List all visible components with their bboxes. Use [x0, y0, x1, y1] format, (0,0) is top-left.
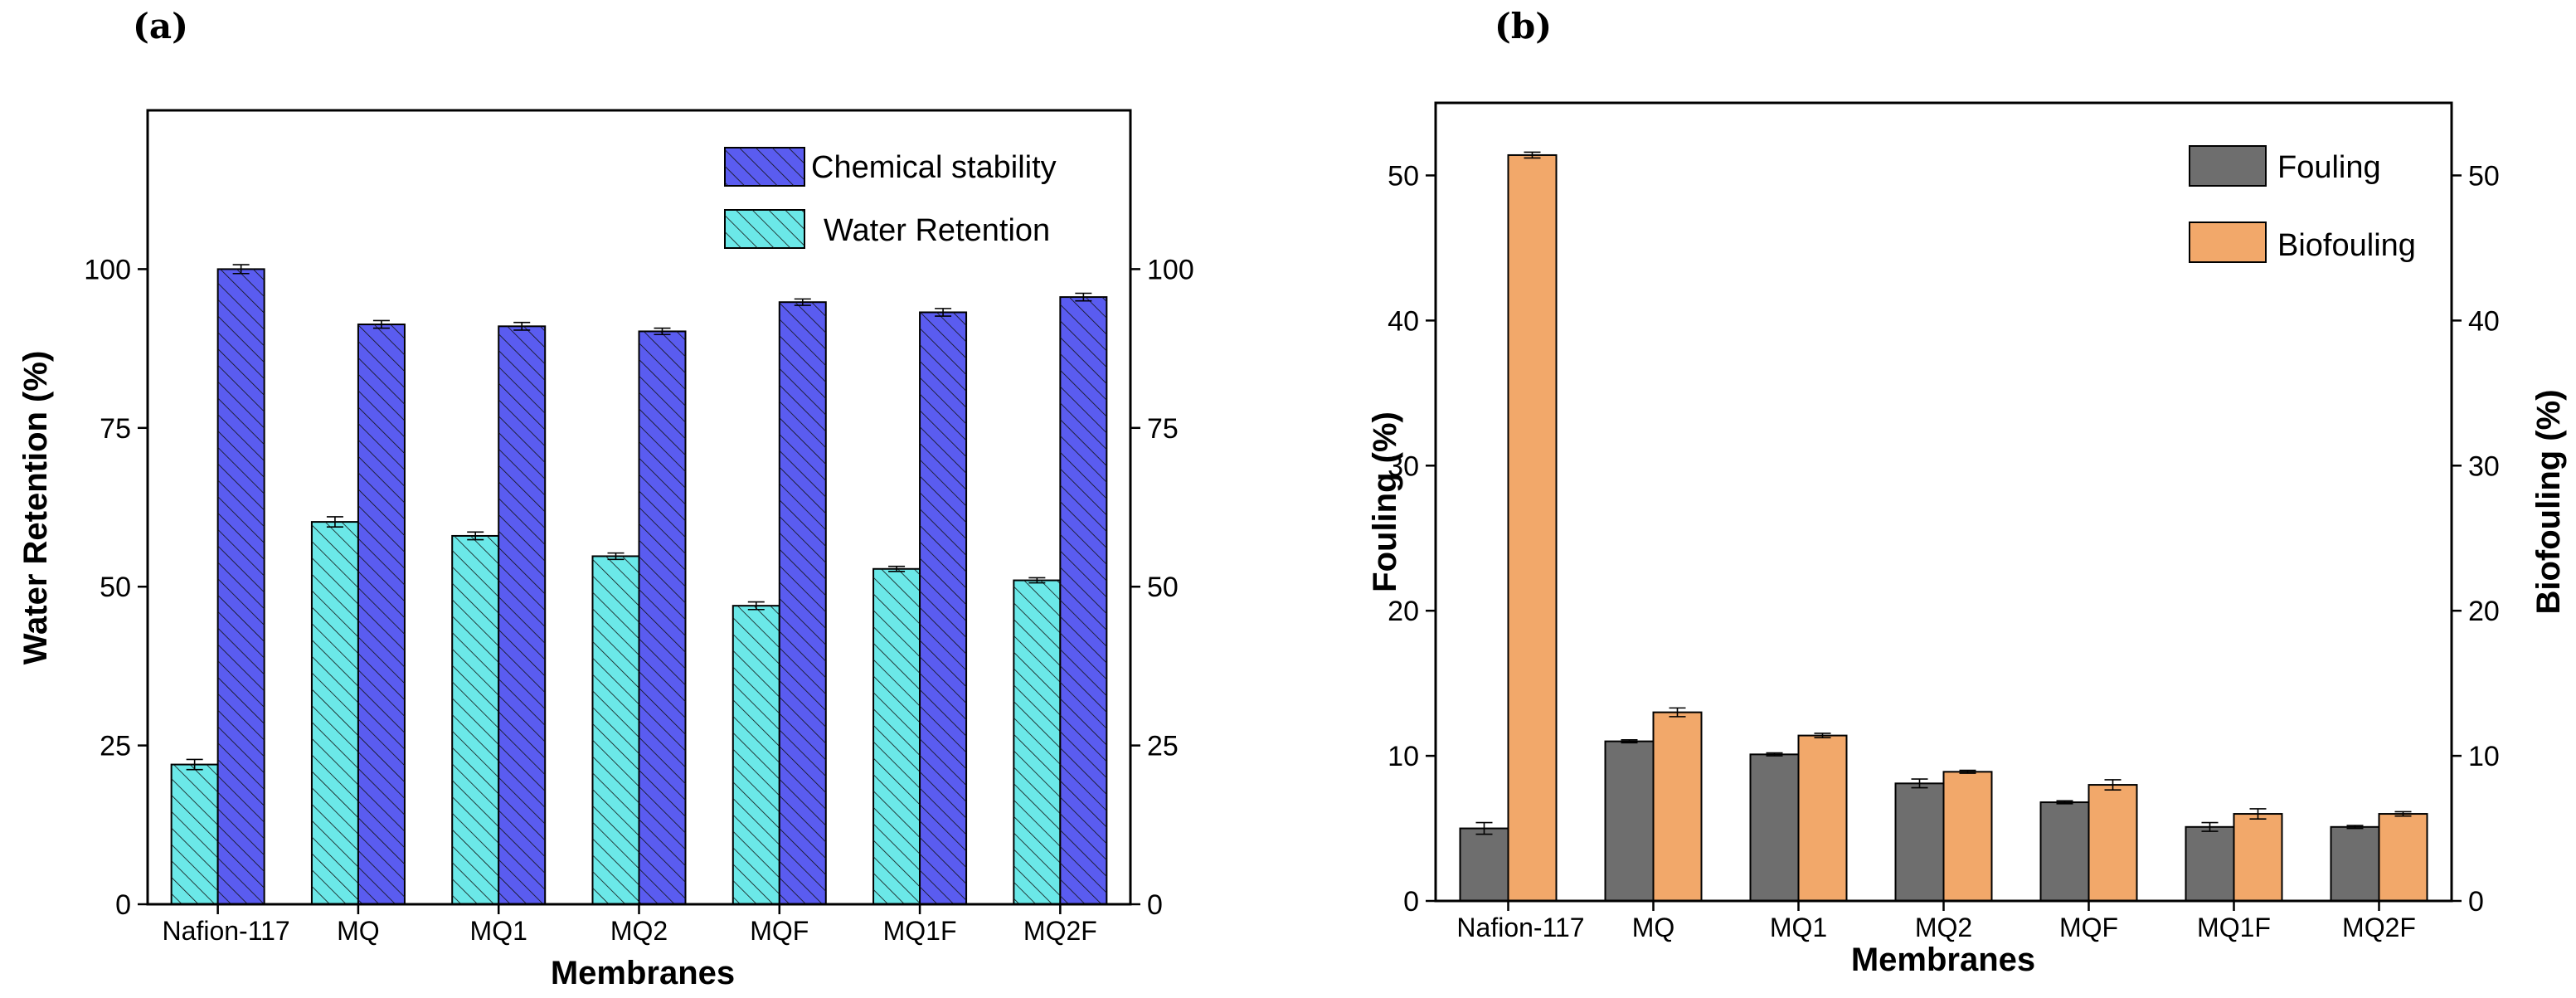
y-tick-label-50: 50	[1388, 160, 1419, 192]
water-retention-bar-mq2-hatch	[592, 556, 639, 904]
y2-tick-label-40: 40	[2468, 305, 2500, 337]
chemical-stability-bar-mq2-hatch	[639, 331, 686, 904]
legend-swatch-fouling	[2189, 145, 2267, 187]
y2-tick-label-0: 0	[2468, 886, 2484, 918]
y-tick-label-20: 20	[1388, 596, 1419, 627]
y2-tick-label-75: 75	[1147, 413, 1179, 445]
x-tick-label-mq2f: MQ2F	[1023, 916, 1097, 946]
legend-swatch-hatch	[725, 148, 804, 186]
panel-label-b: (b)	[1495, 6, 1552, 46]
biofouling-bar-mqf	[2088, 784, 2138, 903]
water-retention-bar-nafion-117-hatch	[171, 764, 218, 904]
y-tick-label-10: 10	[1388, 741, 1419, 772]
legend-swatch-hatch	[725, 210, 804, 248]
chart-a-legend: Chemical stability Water Retention	[724, 147, 1057, 249]
y-tick-label-0: 0	[1403, 886, 1419, 918]
x-tick-label-mqf: MQF	[2059, 913, 2118, 942]
legend-label-chemical-stability: Chemical stability	[811, 150, 1057, 185]
fouling-bar-mq1	[1749, 753, 1800, 902]
water-retention-bar-mq1-hatch	[452, 535, 499, 904]
biofouling-bar-nafion-117	[1507, 153, 1558, 902]
y2-tick-label-25: 25	[1147, 731, 1179, 762]
legend-label-fouling: Fouling	[2277, 150, 2381, 185]
chemical-stability-bar-mq1-hatch	[498, 326, 546, 905]
chart-a-axes: Nafion-117 MQ MQ1 MQ2 MQF MQ1F MQ2F 0 25 50 75 100 0…	[84, 254, 1193, 946]
water-retention-bar-mq1f-hatch	[873, 568, 921, 904]
chart-b-xlabel: Membranes	[1851, 942, 2035, 978]
chart-b-ylabel: Fouling (%)	[1367, 411, 1403, 592]
x-tick-label-mq1: MQ1	[470, 916, 527, 946]
y-tick-label-40: 40	[1388, 305, 1419, 337]
biofouling-bar-mq1f	[2233, 813, 2283, 903]
legend-label-water-retention: Water Retention	[824, 213, 1050, 248]
chart-a-xlabel: Membranes	[551, 955, 735, 991]
x-tick-label-mq2: MQ2	[1915, 913, 1972, 942]
y2-tick-label-100: 100	[1147, 254, 1194, 285]
y2-tick-label-50: 50	[1147, 572, 1179, 603]
y-tick-label-0: 0	[115, 889, 131, 921]
fouling-bar-mq	[1604, 740, 1655, 902]
biofouling-bar-mq2f	[2378, 813, 2428, 903]
chart-b-axes: Nafion-117 MQ MQ1 MQ2 MQF MQ1F MQ2F 0 10 20 30 40 50…	[1388, 160, 2500, 942]
water-retention-bar-mqf-hatch	[732, 606, 780, 904]
biofouling-bar-mq1	[1797, 734, 1848, 902]
chemical-stability-bar-mq1f-hatch	[920, 312, 967, 904]
chart-fouling-biofouling: Nafion-117 MQ MQ1 MQ2 MQF MQ1F MQ2F 0 10 20 30 40 50…	[1367, 101, 2567, 978]
chart-a-bars	[170, 264, 1108, 906]
y2-tick-label-50: 50	[2468, 160, 2500, 192]
x-tick-label-nafion-117: Nafion-117	[163, 916, 290, 946]
fouling-bar-mqf	[2039, 801, 2090, 903]
chemical-stability-bar-nafion-117-hatch	[217, 269, 265, 904]
water-retention-bar-mq2f-hatch	[1013, 580, 1061, 904]
chart-b-bars	[1459, 151, 2428, 903]
legend-label-biofouling: Biofouling	[2277, 228, 2416, 263]
y2-tick-label-0: 0	[1147, 889, 1163, 921]
x-tick-label-mq1f: MQ1F	[2197, 913, 2271, 942]
y-tick-label-100: 100	[84, 254, 131, 285]
fouling-bar-nafion-117	[1459, 827, 1509, 903]
chart-b-y2label: Biofouling (%)	[2530, 389, 2567, 614]
fouling-bar-mq1f	[2185, 825, 2235, 903]
water-retention-bar-mq-hatch	[311, 522, 358, 904]
x-tick-label-mq2: MQ2	[610, 916, 668, 946]
chart-a-ylabel: Water Retention (%)	[17, 351, 54, 665]
fouling-bar-mq2	[1894, 782, 1945, 902]
y2-tick-label-20: 20	[2468, 596, 2500, 627]
x-tick-label-mq1: MQ1	[1770, 913, 1827, 942]
x-tick-label-mq2f: MQ2F	[2342, 913, 2416, 942]
chart-b-legend: Fouling Biofouling	[2189, 145, 2416, 263]
y2-tick-label-10: 10	[2468, 741, 2500, 772]
x-tick-label-mq: MQ	[337, 916, 380, 946]
y-tick-label-50: 50	[100, 572, 131, 603]
x-tick-label-mq: MQ	[1632, 913, 1675, 942]
y-tick-label-30: 30	[1388, 450, 1419, 482]
y-tick-label-75: 75	[100, 413, 131, 445]
chemical-stability-bar-mq2f-hatch	[1060, 297, 1107, 904]
biofouling-bar-mq	[1652, 711, 1703, 902]
panel-label-a: (a)	[133, 6, 188, 46]
chemical-stability-bar-mqf-hatch	[779, 302, 826, 905]
chemical-stability-bar-mq-hatch	[357, 324, 405, 904]
x-tick-label-mqf: MQF	[750, 916, 809, 946]
fouling-bar-mq2f	[2330, 825, 2380, 903]
x-tick-label-mq1f: MQ1F	[883, 916, 957, 946]
biofouling-bar-mq2	[1942, 771, 1993, 903]
y-tick-label-25: 25	[100, 731, 131, 762]
x-tick-label-nafion-117: Nafion-117	[1456, 913, 1584, 942]
legend-swatch-biofouling	[2189, 222, 2267, 263]
chart-water-retention-chemical-stability: Nafion-117 MQ MQ1 MQ2 MQF MQ1F MQ2F 0 25 50 75 100 0…	[17, 109, 1194, 991]
y2-tick-label-30: 30	[2468, 450, 2500, 482]
